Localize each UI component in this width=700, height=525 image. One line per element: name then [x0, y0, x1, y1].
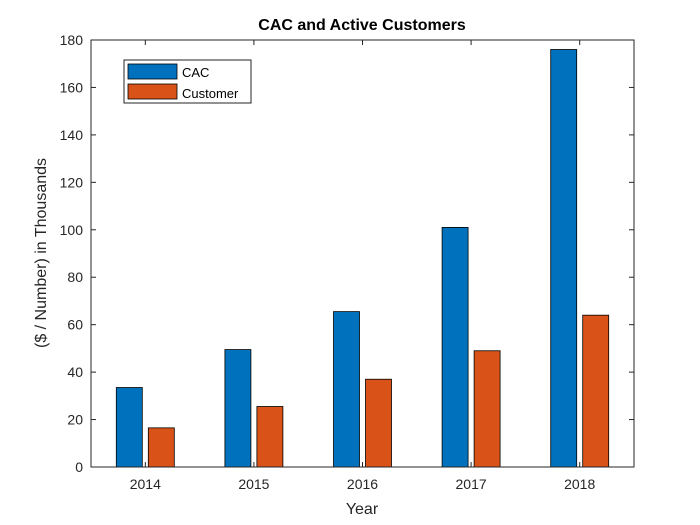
x-tick-label: 2017 — [456, 476, 487, 492]
y-tick-label: 60 — [67, 317, 83, 333]
y-tick-label: 100 — [60, 222, 84, 238]
legend-label-cac: CAC — [182, 65, 209, 80]
bar-cac-2016 — [333, 311, 360, 468]
y-tick-label: 40 — [67, 364, 83, 380]
y-tick-label: 120 — [60, 174, 84, 190]
y-axis-title: ($ / Number) in Thousands — [33, 158, 50, 348]
x-axis-title: Year — [346, 501, 379, 518]
y-tick-label: 0 — [75, 459, 83, 475]
bar-cac-2014 — [115, 387, 143, 468]
bar-cac-2018 — [550, 49, 578, 468]
ticks-layer: 2014 2015 2016 2017 2018 0 20 40 60 80 100 120 140 16… — [60, 32, 634, 492]
x-tick-label: 2016 — [347, 476, 378, 492]
legend-swatch-customer — [127, 83, 178, 100]
legend: CAC Customer — [123, 59, 252, 104]
bar-customer-2014 — [147, 427, 175, 468]
bar-customer-2017 — [473, 350, 501, 468]
y-tick-label: 80 — [67, 269, 83, 285]
chart-title: CAC and Active Customers — [258, 17, 466, 34]
bar-customer-2015 — [256, 406, 284, 468]
x-tick-label: 2014 — [130, 476, 161, 492]
y-tick-label: 20 — [67, 412, 83, 428]
x-tick-label: 2015 — [238, 476, 269, 492]
legend-swatch-cac — [127, 63, 178, 80]
bar-customer-2016 — [365, 378, 392, 468]
y-tick-label: 140 — [60, 127, 84, 143]
bars-layer — [115, 49, 610, 468]
bar-cac-2017 — [441, 227, 469, 468]
legend-label-customer: Customer — [182, 86, 239, 101]
x-tick-label: 2018 — [564, 476, 595, 492]
y-tick-label: 180 — [60, 32, 84, 48]
bar-customer-2018 — [582, 314, 610, 468]
bar-cac-2015 — [224, 349, 252, 468]
y-tick-label: 160 — [60, 79, 84, 95]
